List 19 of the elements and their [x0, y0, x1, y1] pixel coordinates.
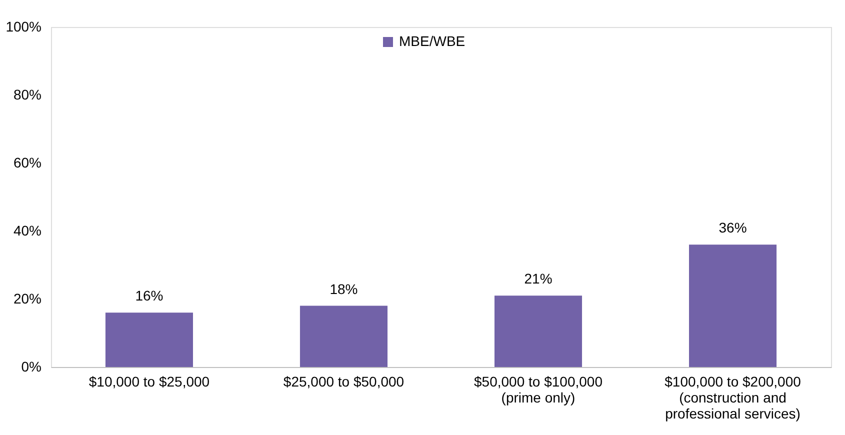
- data-label: 21%: [524, 270, 552, 287]
- x-tick-label: $50,000 to $100,000 (prime only): [474, 374, 603, 406]
- data-label: 36%: [718, 220, 747, 236]
- y-tick-label: 100%: [6, 18, 42, 34]
- y-tick-label: 60%: [13, 154, 42, 170]
- y-tick-label: 0%: [21, 358, 42, 374]
- bar: [689, 244, 777, 367]
- bar: [105, 312, 193, 367]
- y-tick-label: 40%: [13, 222, 42, 238]
- data-label: 16%: [135, 288, 164, 304]
- y-tick-label: 80%: [13, 86, 42, 102]
- x-tick-label: $25,000 to $50,000: [283, 374, 404, 390]
- x-tick-label: $10,000 to $25,000: [88, 374, 210, 390]
- x-tick-label: $100,000 to $200,000 (construction and professional services): [664, 374, 802, 422]
- legend-label: MBE/WBE: [399, 33, 466, 49]
- data-label: 18%: [330, 280, 358, 297]
- y-tick-label: 20%: [13, 290, 42, 306]
- bar: [494, 296, 582, 367]
- bar: [300, 306, 388, 367]
